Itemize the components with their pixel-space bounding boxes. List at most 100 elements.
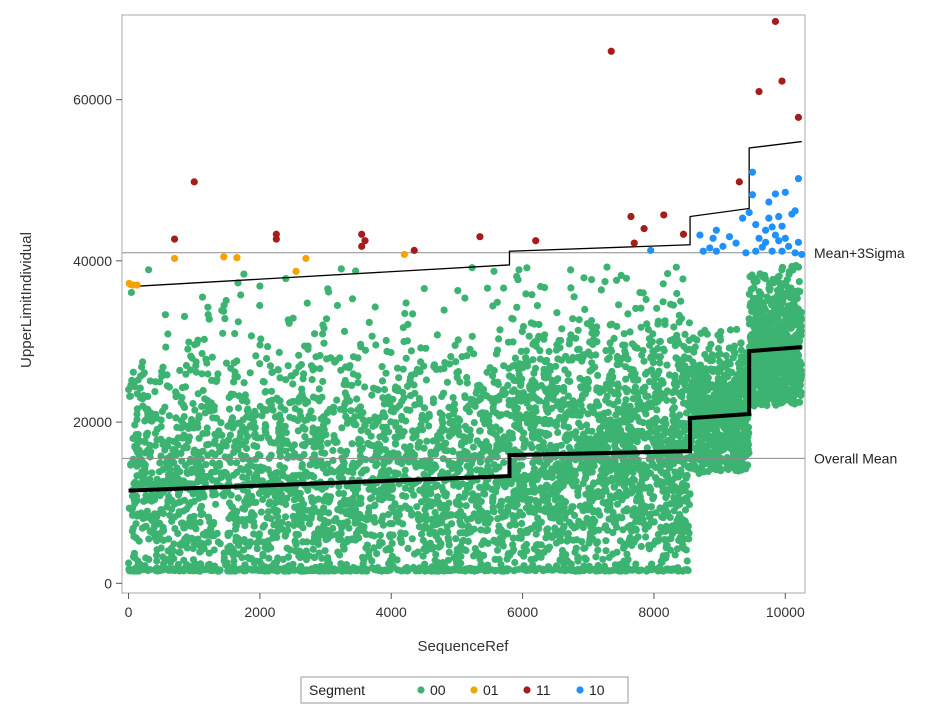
point-00	[651, 352, 659, 360]
point-00	[335, 535, 343, 544]
point-00	[536, 347, 544, 355]
point-00	[647, 566, 655, 574]
point-00	[221, 438, 229, 446]
point-00	[208, 566, 216, 574]
point-00	[425, 565, 433, 573]
point-00	[553, 401, 561, 409]
point-00	[461, 490, 470, 498]
point-00	[451, 341, 459, 349]
point-00	[495, 412, 503, 420]
point-00	[425, 410, 433, 418]
point-00	[586, 532, 594, 540]
point-00	[602, 347, 610, 355]
point-00	[675, 473, 683, 481]
point-00	[493, 546, 502, 554]
point-00	[670, 566, 678, 574]
point-00	[222, 359, 231, 367]
point-00	[194, 336, 202, 344]
point-00	[653, 304, 661, 312]
point-00	[583, 421, 591, 429]
point-00	[628, 541, 636, 550]
point-00	[733, 325, 741, 333]
point-00	[632, 497, 641, 505]
point-00	[262, 429, 270, 437]
point-00	[171, 446, 179, 454]
point-00	[423, 437, 431, 445]
point-00	[632, 304, 640, 312]
point-00	[294, 566, 302, 574]
point-00	[633, 436, 641, 444]
point-00	[609, 508, 617, 516]
point-00	[383, 487, 392, 495]
point-00	[159, 477, 167, 486]
point-00	[564, 423, 573, 432]
point-00	[745, 449, 753, 457]
point-00	[318, 432, 326, 440]
point-00	[314, 426, 322, 434]
point-00	[204, 303, 212, 311]
point-00	[490, 537, 499, 545]
point-00	[533, 476, 541, 484]
point-00	[341, 389, 349, 397]
point-00	[408, 511, 416, 519]
point-00	[354, 372, 362, 380]
point-00	[675, 318, 683, 326]
point-00	[187, 352, 195, 360]
point-00	[419, 565, 427, 573]
point-00	[518, 519, 526, 528]
point-00	[268, 474, 276, 482]
point-00	[653, 406, 661, 414]
point-00	[158, 372, 166, 380]
point-00	[177, 417, 185, 425]
point-00	[176, 468, 184, 476]
point-00	[535, 332, 543, 340]
point-00	[171, 513, 179, 521]
point-00	[354, 379, 362, 387]
point-00	[372, 462, 380, 470]
point-00	[432, 521, 440, 529]
point-00	[147, 409, 155, 417]
point-00	[135, 559, 143, 568]
point-00	[620, 403, 629, 411]
point-00	[217, 419, 225, 427]
point-00	[433, 331, 441, 339]
point-00	[492, 478, 500, 486]
point-00	[264, 508, 273, 516]
point-00	[447, 353, 455, 361]
point-00	[666, 513, 674, 522]
point-00	[148, 497, 156, 505]
point-00	[394, 385, 402, 393]
point-00	[337, 499, 345, 507]
point-00	[744, 438, 752, 446]
point-00	[369, 482, 377, 490]
point-00	[703, 422, 711, 430]
point-00	[702, 432, 711, 440]
point-00	[165, 535, 173, 543]
point-00	[690, 455, 698, 463]
point-00	[537, 484, 545, 492]
point-00	[493, 453, 501, 461]
point-00	[365, 318, 373, 326]
point-00	[527, 394, 535, 402]
point-00	[735, 359, 743, 368]
point-00	[655, 456, 663, 464]
point-00	[290, 496, 298, 504]
point-00	[229, 424, 237, 432]
point-00	[128, 506, 136, 514]
point-00	[438, 416, 446, 424]
point-00	[682, 546, 690, 554]
point-00	[340, 519, 348, 527]
point-00	[463, 449, 471, 457]
point-00	[170, 555, 178, 563]
point-00	[255, 538, 263, 546]
point-00	[395, 518, 403, 526]
point-00	[572, 544, 580, 552]
point-00	[669, 301, 678, 309]
point-00	[670, 460, 678, 468]
point-00	[395, 374, 403, 382]
point-00	[211, 430, 219, 438]
point-00	[360, 556, 368, 564]
point-00	[628, 340, 637, 348]
point-00	[678, 515, 686, 523]
point-00	[522, 290, 530, 298]
